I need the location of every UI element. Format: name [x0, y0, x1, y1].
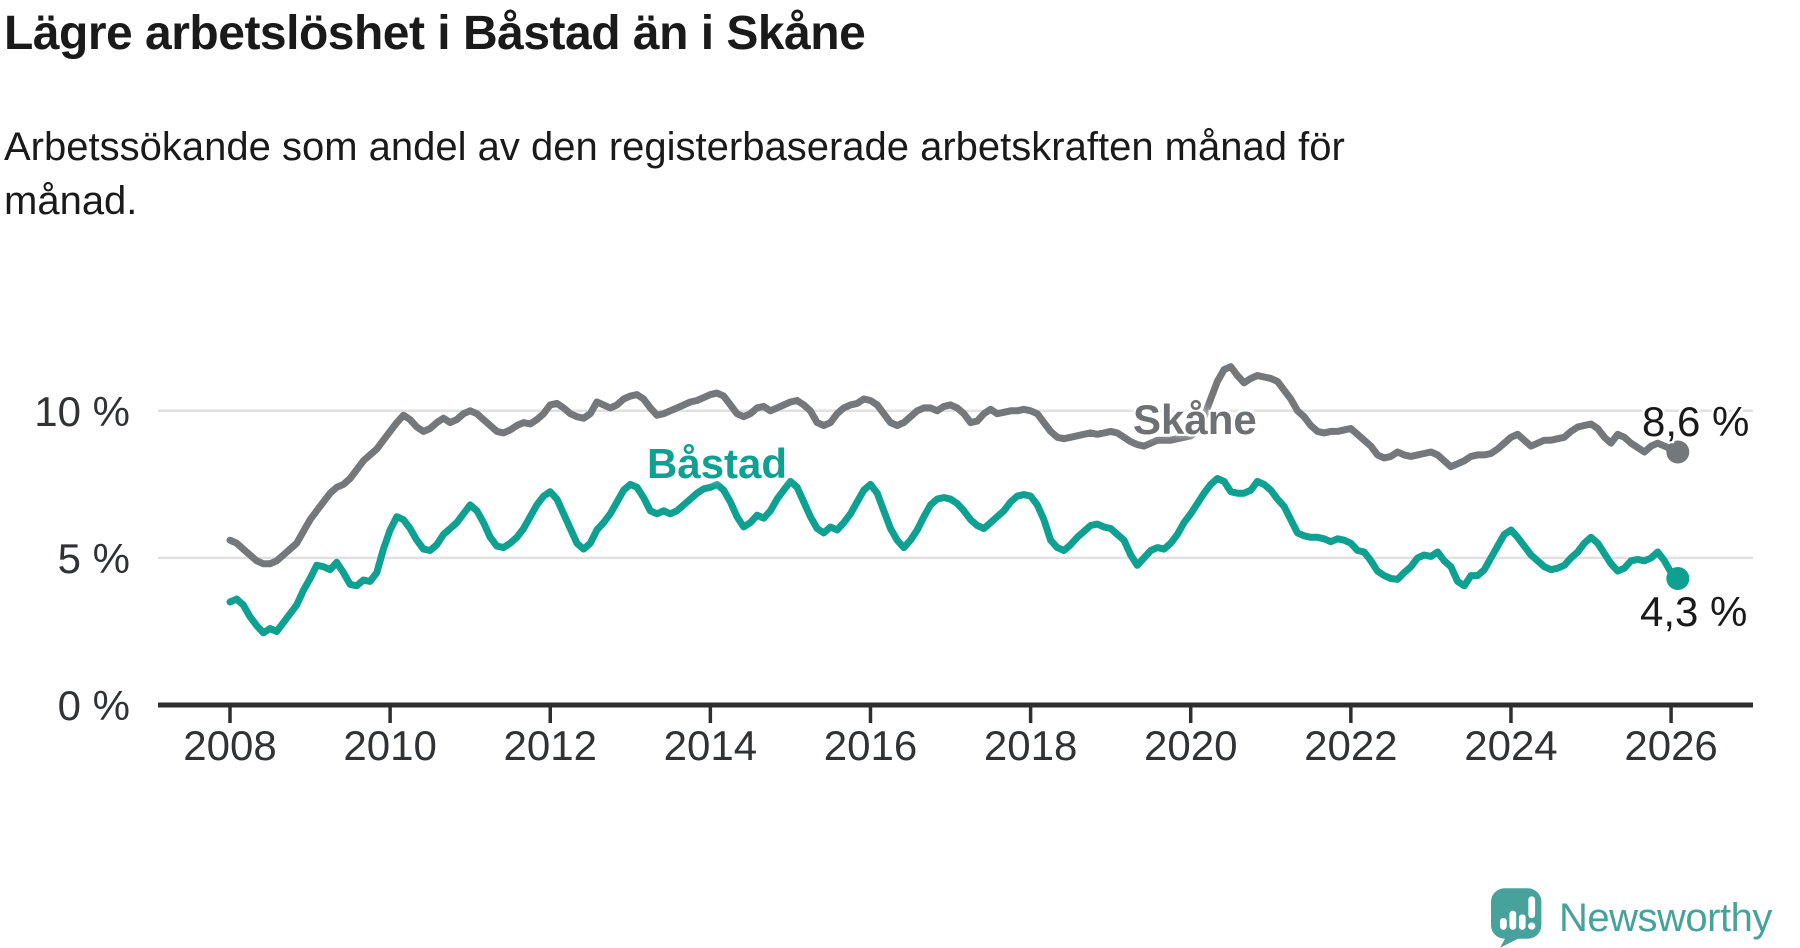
x-axis-label-2026: 2026 [1624, 722, 1717, 769]
newsworthy-logo: Newsworthy [1491, 888, 1772, 948]
logo-bar-tall [1518, 914, 1526, 930]
logo-bar-small [1500, 918, 1507, 930]
skane-end-value: 8,6 % [1642, 398, 1750, 445]
page-title: Lägre arbetslöshet i Båstad än i Skåne [4, 7, 866, 60]
y-axis-label-5: 5 % [58, 535, 130, 582]
logo-bar-medium [1509, 910, 1517, 930]
newsworthy-logo-icon [1491, 888, 1542, 948]
x-axis-label-2012: 2012 [504, 722, 597, 769]
logo-exclamation-bar [1528, 896, 1536, 918]
bastad-end-value: 4,3 % [1640, 588, 1748, 635]
y-axis-label-0: 0 % [58, 682, 130, 729]
x-axis-label-2024: 2024 [1464, 722, 1557, 769]
bastad-series-label: Båstad [647, 440, 788, 487]
skane-series-label: Skåne [1133, 396, 1257, 443]
x-axis-label-2010: 2010 [343, 722, 436, 769]
x-axis-label-2018: 2018 [984, 722, 1077, 769]
bastad-end-dot [1666, 567, 1690, 590]
skane-line [226, 363, 1682, 568]
x-axis-label-2020: 2020 [1144, 722, 1237, 769]
y-axis-label-10: 10 % [34, 388, 130, 435]
x-axis-label-2022: 2022 [1304, 722, 1397, 769]
skane-end-dot [1666, 440, 1690, 464]
x-axis-label-2008: 2008 [183, 722, 276, 769]
x-axis-label-2014: 2014 [664, 722, 757, 769]
bastad-line [226, 475, 1682, 637]
logo-exclamation-dot [1528, 922, 1536, 930]
x-axis-label-2016: 2016 [824, 722, 917, 769]
newsworthy-logo-text: Newsworthy [1559, 895, 1772, 940]
page-subtitle: Arbetssökande som andel av den registerb… [4, 125, 1345, 223]
